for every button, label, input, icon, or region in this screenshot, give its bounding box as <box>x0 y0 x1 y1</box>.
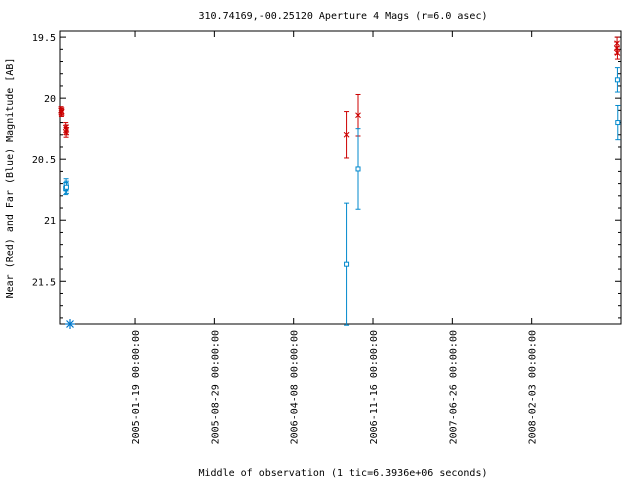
y-axis-label: Near (Red) and Far (Blue) Magnitude [AB] <box>5 58 16 299</box>
x-tick-label: 2005-01-19 00:00:00 <box>131 330 142 444</box>
data-point-far <box>63 184 69 190</box>
x-tick-label: 2007-06-26 00:00:00 <box>448 330 459 444</box>
x-tick-label: 2005-08-29 00:00:00 <box>210 330 221 444</box>
axes: 19.5 20 20.5 21 21.5 2005-01-19 00:00:00 2005-… <box>32 31 621 444</box>
y-tick-label: 21 <box>44 216 56 227</box>
y-tick-label: 20 <box>44 94 56 105</box>
data-point-far <box>355 166 361 172</box>
data-marks <box>58 36 621 326</box>
y-tick-label: 20.5 <box>32 155 56 166</box>
y-tick-label: 19.5 <box>32 33 56 44</box>
data-point-near <box>343 131 350 138</box>
point-stroke <box>614 50 621 56</box>
data-point-far <box>344 261 350 267</box>
point-stroke <box>63 127 70 133</box>
point-stroke <box>614 40 620 47</box>
point-stroke <box>355 112 361 119</box>
x-axis-label: Middle of observation (1 tic=6.3936e+06 … <box>199 468 488 479</box>
outlier-star-icon <box>65 319 75 329</box>
data-point-far <box>615 120 621 126</box>
chart-title: 310.74169,-00.25120 Aperture 4 Mags (r=6… <box>199 11 488 22</box>
x-tick-label: 2006-11-16 00:00:00 <box>369 330 380 444</box>
data-point-far <box>614 77 620 83</box>
data-point-near <box>63 127 70 133</box>
data-point-near <box>614 50 621 56</box>
data-point-near <box>614 40 620 47</box>
point-stroke <box>343 131 350 138</box>
data-point-near <box>58 108 65 115</box>
y-tick-label: 21.5 <box>32 277 56 288</box>
point-stroke <box>58 108 65 115</box>
plot-frame <box>59 30 622 325</box>
x-tick-label: 2006-04-08 00:00:00 <box>290 330 301 444</box>
data-point-near <box>355 112 361 119</box>
x-tick-label: 2008-02-03 00:00:00 <box>528 330 539 444</box>
